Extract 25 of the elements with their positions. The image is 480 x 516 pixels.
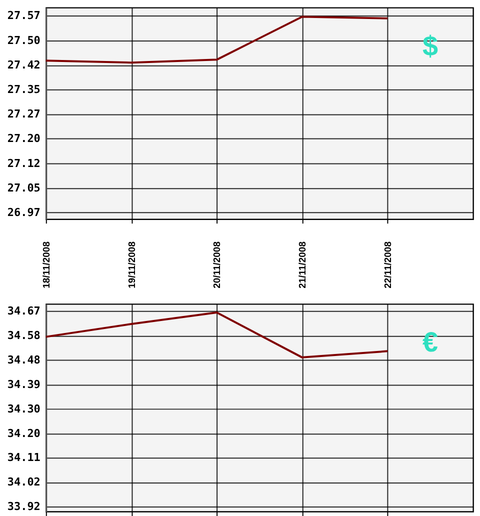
x-tick-label: 22/11/2008 (383, 242, 394, 288)
y-tick-label: 34.67 (7, 304, 40, 318)
y-tick-label: 34.30 (7, 402, 40, 416)
y-tick-label: 34.39 (7, 378, 40, 391)
line-series (44, 16, 389, 64)
x-tick-label: 18/11/2008 (41, 242, 52, 288)
y-tick-label: 34.58 (7, 329, 40, 342)
y-tick-label: 27.50 (7, 34, 40, 47)
x-tick-label: 20/11/2008 (212, 242, 224, 288)
y-tick-label: 27.42 (7, 58, 40, 72)
y-tick-label: 34.20 (7, 426, 40, 440)
y-tick-label: 27.57 (7, 9, 40, 22)
y-tick-label: 27.20 (7, 132, 40, 146)
y-tick-label: 27.35 (7, 83, 40, 96)
y-tick-label: 26.97 (7, 206, 40, 220)
x-tick-label: 19/11/2008 (126, 242, 138, 288)
y-tick-label: 34.11 (7, 451, 41, 464)
line-series (44, 312, 389, 358)
y-tick-label: 27.05 (7, 181, 40, 194)
y-tick-label: 33.92 (7, 500, 40, 514)
x-tick-label: 21/11/2008 (298, 242, 309, 288)
y-tick-label: 34.02 (7, 476, 40, 489)
y-tick-label: 34.48 (7, 354, 40, 367)
y-tick-label: 27.27 (7, 108, 40, 121)
y-tick-label: 27.12 (7, 156, 40, 170)
